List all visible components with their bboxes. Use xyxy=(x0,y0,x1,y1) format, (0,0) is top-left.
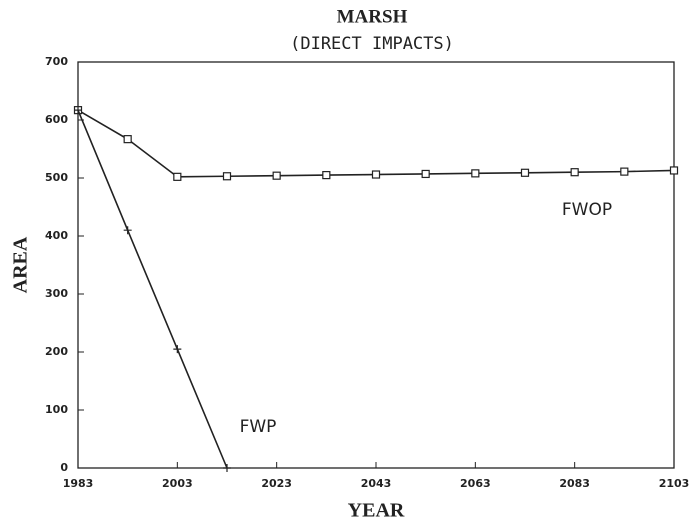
marker xyxy=(222,172,232,181)
y-tick-label: 600 xyxy=(45,113,68,126)
marker xyxy=(471,169,480,178)
y-tick-label: 300 xyxy=(45,287,68,300)
marker xyxy=(223,464,231,472)
y-tick-label: 200 xyxy=(45,345,68,358)
y-tick-label: 500 xyxy=(45,171,68,184)
marker xyxy=(371,170,381,179)
x-tick-label: 2043 xyxy=(361,477,392,490)
marker xyxy=(74,106,82,115)
y-tick-label: 700 xyxy=(45,55,68,68)
x-tick-label: 2003 xyxy=(162,477,193,490)
chart-title: MARSH xyxy=(337,6,408,27)
line xyxy=(77,109,228,469)
series-label: FWP xyxy=(240,417,277,437)
marker xyxy=(173,172,182,181)
x-axis-label: YEAR xyxy=(348,500,405,522)
marker xyxy=(620,167,629,176)
x-tick-label: 2083 xyxy=(559,477,590,490)
x-tick-label: 1983 xyxy=(63,477,94,490)
marker xyxy=(421,169,430,179)
plot-frame xyxy=(77,61,675,469)
series-label: FWOP xyxy=(562,200,612,220)
marker xyxy=(123,135,132,144)
x-tick-label: 2063 xyxy=(460,477,491,490)
marker xyxy=(272,171,281,180)
y-tick-label: 100 xyxy=(45,403,68,416)
marker xyxy=(669,166,679,175)
marker xyxy=(173,345,182,354)
marker xyxy=(123,226,132,235)
y-tick-label: 400 xyxy=(45,229,68,242)
y-tick-label: 0 xyxy=(60,461,68,474)
marker xyxy=(520,168,530,177)
y-axis-label: AREA xyxy=(10,236,32,293)
x-tick-label: 2023 xyxy=(261,477,292,490)
chart-subtitle: (DIRECT IMPACTS) xyxy=(290,34,454,54)
x-tick-label: 2103 xyxy=(659,477,690,490)
marker xyxy=(322,171,331,180)
marker xyxy=(570,168,579,177)
line xyxy=(77,109,675,178)
